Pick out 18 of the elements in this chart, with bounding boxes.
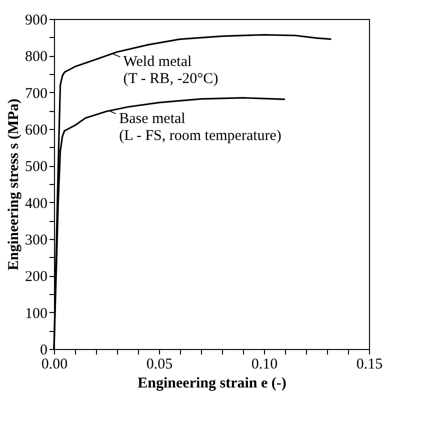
y-tick-label: 400	[25, 196, 48, 212]
y-tick-label: 900	[25, 12, 48, 28]
y-tick-label: 700	[25, 86, 48, 102]
y-tick-label: 600	[25, 122, 48, 138]
x-tick-label: 0.05	[146, 356, 173, 372]
y-tick-label: 100	[25, 306, 48, 322]
x-tick-label: 0.15	[356, 356, 383, 372]
x-tick-label: 0.10	[251, 356, 278, 372]
x-axis-title: Engineering strain e (-)	[138, 376, 286, 392]
y-axis-title: Engineering stress s (MPa)	[6, 98, 22, 270]
y-tick-label: 500	[25, 159, 48, 176]
y-tick-label: 0	[40, 342, 48, 358]
y-tick-label: 800	[25, 49, 48, 66]
y-tick-label: 300	[25, 232, 48, 248]
annotation: Weld metal (T - RB, -20°C)	[123, 54, 218, 88]
annotation: Base metal (L - FS, room temperature)	[119, 111, 282, 144]
y-tick-label: 200	[25, 269, 48, 286]
x-tick-label: 0.00	[41, 356, 68, 372]
